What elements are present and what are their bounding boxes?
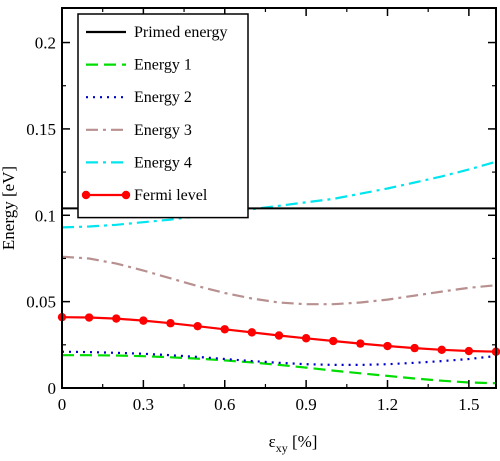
legend-label: Fermi level xyxy=(134,187,208,204)
x-axis-title-unit: [%] xyxy=(288,432,318,451)
fermi-level-point xyxy=(301,334,311,343)
y-tick-label: 0.15 xyxy=(26,120,56,139)
y-tick-label: 0.2 xyxy=(35,34,56,53)
x-tick-label: 1.5 xyxy=(458,395,479,414)
y-tick-label: 0 xyxy=(48,379,57,398)
legend-label: Energy 3 xyxy=(134,122,192,139)
series-line-2 xyxy=(61,350,497,366)
x-axis-title-subscript: xy xyxy=(276,441,288,455)
x-axis-title: εxy [%] xyxy=(269,432,318,455)
fermi-level-point xyxy=(193,321,202,331)
x-axis-title-symbol: ε xyxy=(269,432,276,451)
fermi-level-point xyxy=(464,346,474,356)
series-line-3 xyxy=(61,255,497,306)
x-tick-label: 0.3 xyxy=(133,395,154,414)
fermi-level-point xyxy=(356,339,365,348)
y-tick-label: 0.1 xyxy=(35,206,56,225)
y-tick-label: 0.05 xyxy=(26,293,56,312)
fermi-level-point xyxy=(84,313,94,322)
fermi-level-point xyxy=(274,331,284,340)
axis-layer: 0 0.3 0.6 0.9 1.2 1.5 0 0.05 0.1 0.15 0.2 xyxy=(26,8,496,414)
fermi-level-point xyxy=(410,343,419,353)
fermi-level-point xyxy=(383,341,392,351)
legend-label: Energy 1 xyxy=(134,57,192,74)
legend-box xyxy=(77,13,249,219)
x-tick-label: 0 xyxy=(58,395,67,414)
fermi-level-point xyxy=(247,328,257,337)
series-line-4 xyxy=(61,160,497,229)
legend-marker xyxy=(81,190,91,200)
fermi-level-point xyxy=(437,345,446,355)
legend-marker xyxy=(121,190,131,200)
legend-label: Energy 2 xyxy=(134,89,192,106)
series-layer xyxy=(57,160,500,385)
x-tick-label: 0.9 xyxy=(296,395,317,414)
y-axis-title: Energy [eV] xyxy=(0,166,18,250)
x-tick-label: 0.6 xyxy=(214,395,235,414)
fermi-level-point xyxy=(220,325,229,334)
legend-label: Energy 4 xyxy=(134,154,192,171)
fermi-level-point xyxy=(112,314,121,323)
fermi-level-point xyxy=(166,319,175,328)
x-tick-label: 1.2 xyxy=(377,395,398,414)
fermi-level-point xyxy=(139,316,148,325)
legend-label: Primed energy xyxy=(134,24,227,41)
fermi-level-point xyxy=(329,336,338,346)
plot-frame xyxy=(61,7,497,389)
legend: Primed energy Energy 1 Energy 2 Energy 3 Ene… xyxy=(77,13,249,219)
series-line-1 xyxy=(62,354,497,385)
